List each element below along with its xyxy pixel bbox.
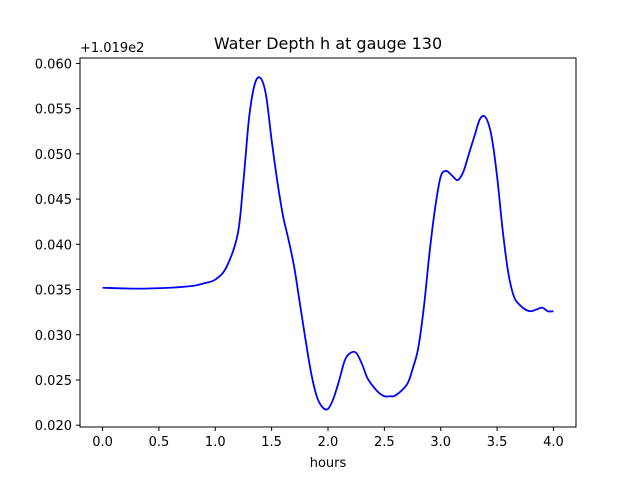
- x-tick-label: 1.0: [205, 435, 226, 450]
- y-tick-label: 0.050: [35, 148, 72, 163]
- x-tick-label: 0.5: [149, 435, 170, 450]
- y-tick-label: 0.055: [35, 103, 72, 118]
- y-tick-label: 0.020: [35, 419, 72, 434]
- y-tick-label: 0.045: [35, 193, 72, 208]
- plot-frame: [79, 57, 577, 428]
- series-line-0: [102, 76, 554, 411]
- x-axis-title: hours: [310, 456, 347, 471]
- y-tick-label: 0.030: [35, 329, 72, 344]
- x-tick-label: 3.5: [487, 435, 508, 450]
- x-tick-label: 0.0: [92, 435, 113, 450]
- x-tick-label: 4.0: [543, 435, 564, 450]
- y-tick-label: 0.025: [35, 374, 72, 389]
- x-tick-label: 1.5: [261, 435, 282, 450]
- x-tick-label: 2.0: [318, 435, 339, 450]
- x-tick-label: 3.0: [430, 435, 451, 450]
- y-tick-label: 0.040: [35, 238, 72, 253]
- series-lines: [102, 76, 554, 411]
- y-tick-label: 0.060: [35, 57, 72, 72]
- chart-title: Water Depth h at gauge 130: [214, 34, 442, 53]
- x-tick-label: 2.5: [374, 435, 395, 450]
- y-tick-label: 0.035: [35, 284, 72, 299]
- y-axis-ticks: 0.020 0.025 0.030 0.035 0.040 0.045 0.050 0.055…: [35, 57, 80, 434]
- x-axis-ticks: 0.0 0.5 1.0 1.5 2.0 2.5 3.0 3.5 4.0: [92, 427, 564, 450]
- y-axis-offset-label: +1.019e2: [80, 41, 144, 56]
